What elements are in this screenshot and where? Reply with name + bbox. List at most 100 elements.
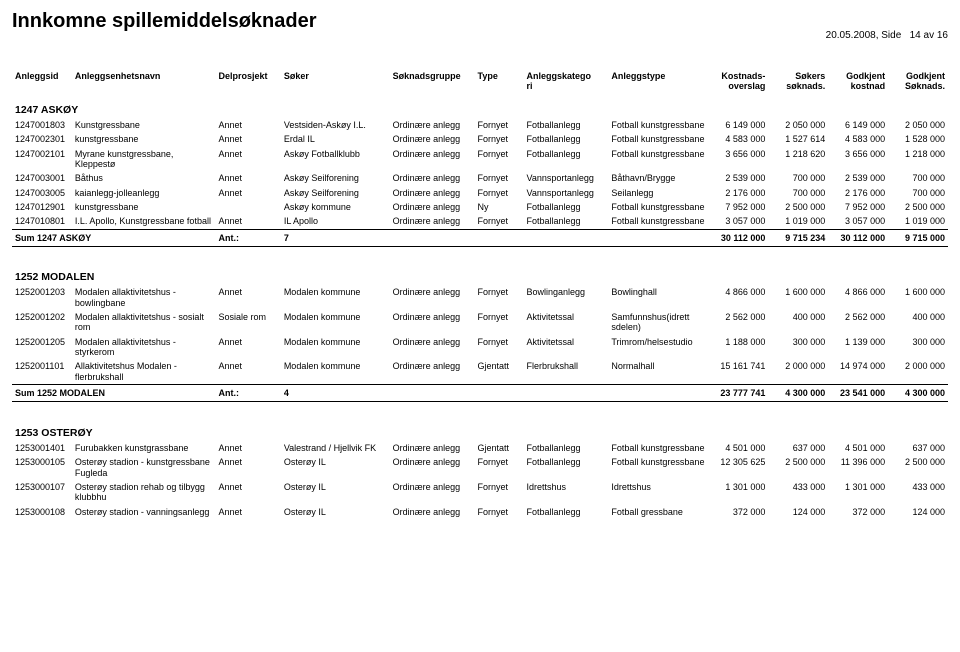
col-anleggstype: Anleggstype xyxy=(608,70,708,98)
sum-ant-label: Ant.: xyxy=(216,229,281,246)
cell-enhetsnavn: Modalen allaktivitetshus - styrkerom xyxy=(72,335,216,360)
cell-enhetsnavn: Furubakken kunstgrassbane xyxy=(72,441,216,455)
cell-kostnads: 6 149 000 xyxy=(709,118,769,132)
col-soknadsgruppe: Søknadsgruppe xyxy=(390,70,475,98)
cell-anleggstype: Båthavn/Brygge xyxy=(608,171,708,185)
cell-kostnads: 4 866 000 xyxy=(709,285,769,310)
cell-godkjent-kost: 4 866 000 xyxy=(828,285,888,310)
cell-gruppe: Ordinære anlegg xyxy=(390,441,475,455)
cell-godkjent-sok: 700 000 xyxy=(888,171,948,185)
cell-anleggstype: Fotball kunstgressbane xyxy=(608,214,708,229)
cell-kostnads: 2 539 000 xyxy=(709,171,769,185)
cell-sokers: 1 600 000 xyxy=(768,285,828,310)
col-godkjent-kost: Godkjent kostnad xyxy=(828,70,888,98)
cell-delprosjekt: Annet xyxy=(216,285,281,310)
cell-type: Ny xyxy=(475,200,524,214)
cell-delprosjekt: Sosiale rom xyxy=(216,310,281,335)
cell-kostnads: 4 501 000 xyxy=(709,441,769,455)
table-row: 1253000107Osterøy stadion rehab og tilby… xyxy=(12,480,948,505)
cell-sokers: 700 000 xyxy=(768,186,828,200)
table-row: 1253000108Osterøy stadion - vanningsanle… xyxy=(12,505,948,519)
table-row: 1247002101Myrane kunstgressbane, Kleppes… xyxy=(12,147,948,172)
cell-anleggstype: Fotball kunstgressbane xyxy=(608,441,708,455)
cell-godkjent-sok: 124 000 xyxy=(888,505,948,519)
cell-godkjent-kost: 2 562 000 xyxy=(828,310,888,335)
sum-empty xyxy=(524,229,609,246)
cell-kategori: Fotballanlegg xyxy=(524,200,609,214)
sum-ant: 4 xyxy=(281,385,390,402)
cell-gruppe: Ordinære anlegg xyxy=(390,480,475,505)
cell-enhetsnavn: kaianlegg-jolleanlegg xyxy=(72,186,216,200)
cell-gruppe: Ordinære anlegg xyxy=(390,214,475,229)
cell-soker: Vestsiden-Askøy I.L. xyxy=(281,118,390,132)
sum-row: Sum 1252 MODALENAnt.:423 777 7414 300 00… xyxy=(12,385,948,402)
cell-anleggstype: Seilanlegg xyxy=(608,186,708,200)
cell-kategori: Vannsportanlegg xyxy=(524,186,609,200)
sum-empty xyxy=(524,385,609,402)
cell-enhetsnavn: Osterøy stadion rehab og tilbygg klubbhu xyxy=(72,480,216,505)
cell-id: 1253001401 xyxy=(12,441,72,455)
cell-godkjent-kost: 372 000 xyxy=(828,505,888,519)
cell-godkjent-sok: 433 000 xyxy=(888,480,948,505)
sum-godkjent-kost: 30 112 000 xyxy=(828,229,888,246)
cell-delprosjekt: Annet xyxy=(216,186,281,200)
cell-godkjent-kost: 4 583 000 xyxy=(828,132,888,146)
cell-sokers: 1 218 620 xyxy=(768,147,828,172)
sum-label: Sum 1247 ASKØY xyxy=(12,229,216,246)
spacer-row xyxy=(12,246,948,265)
cell-anleggstype: Normalhall xyxy=(608,359,708,384)
cell-godkjent-sok: 2 000 000 xyxy=(888,359,948,384)
cell-kategori: Flerbrukshall xyxy=(524,359,609,384)
sum-label: Sum 1252 MODALEN xyxy=(12,385,216,402)
cell-godkjent-kost: 6 149 000 xyxy=(828,118,888,132)
sum-ant: 7 xyxy=(281,229,390,246)
cell-type: Fornyet xyxy=(475,505,524,519)
table-row: 1247002301kunstgressbaneAnnetErdal ILOrd… xyxy=(12,132,948,146)
cell-godkjent-kost: 1 139 000 xyxy=(828,335,888,360)
cell-kostnads: 2 176 000 xyxy=(709,186,769,200)
cell-kostnads: 4 583 000 xyxy=(709,132,769,146)
cell-soker: Askøy Seilforening xyxy=(281,186,390,200)
table-row: 1252001101Allaktivitetshus Modalen - fle… xyxy=(12,359,948,384)
cell-godkjent-kost: 4 501 000 xyxy=(828,441,888,455)
cell-soker: Modalen kommune xyxy=(281,310,390,335)
page-header: Innkomne spillemiddelsøknader 20.05.2008… xyxy=(12,10,948,52)
cell-godkjent-kost: 1 301 000 xyxy=(828,480,888,505)
cell-id: 1253000107 xyxy=(12,480,72,505)
cell-enhetsnavn: kunstgressbane xyxy=(72,200,216,214)
cell-kostnads: 12 305 625 xyxy=(709,455,769,480)
cell-soker: Askøy Fotballklubb xyxy=(281,147,390,172)
cell-kategori: Fotballanlegg xyxy=(524,214,609,229)
group-title: 1253 OSTERØY xyxy=(12,421,948,441)
cell-delprosjekt: Annet xyxy=(216,132,281,146)
cell-type: Fornyet xyxy=(475,335,524,360)
cell-kategori: Idrettshus xyxy=(524,480,609,505)
cell-delprosjekt: Annet xyxy=(216,335,281,360)
cell-soker: Modalen kommune xyxy=(281,285,390,310)
cell-delprosjekt xyxy=(216,200,281,214)
cell-enhetsnavn: Allaktivitetshus Modalen - flerbrukshall xyxy=(72,359,216,384)
cell-godkjent-sok: 2 050 000 xyxy=(888,118,948,132)
table-row: 1247003001BåthusAnnetAskøy SeilforeningO… xyxy=(12,171,948,185)
cell-godkjent-sok: 300 000 xyxy=(888,335,948,360)
cell-kostnads: 2 562 000 xyxy=(709,310,769,335)
cell-godkjent-sok: 1 528 000 xyxy=(888,132,948,146)
col-anleggsid: Anleggsid xyxy=(12,70,72,98)
cell-id: 1253000105 xyxy=(12,455,72,480)
cell-gruppe: Ordinære anlegg xyxy=(390,359,475,384)
cell-sokers: 2 000 000 xyxy=(768,359,828,384)
cell-sokers: 2 500 000 xyxy=(768,455,828,480)
sum-empty xyxy=(608,385,708,402)
cell-delprosjekt: Annet xyxy=(216,480,281,505)
cell-kategori: Fotballanlegg xyxy=(524,132,609,146)
cell-kostnads: 3 656 000 xyxy=(709,147,769,172)
table-row: 1252001202Modalen allaktivitetshus - sos… xyxy=(12,310,948,335)
cell-sokers: 400 000 xyxy=(768,310,828,335)
cell-soker: Askøy kommune xyxy=(281,200,390,214)
cell-enhetsnavn: Båthus xyxy=(72,171,216,185)
cell-kategori: Fotballanlegg xyxy=(524,441,609,455)
cell-type: Fornyet xyxy=(475,285,524,310)
cell-id: 1253000108 xyxy=(12,505,72,519)
cell-type: Fornyet xyxy=(475,480,524,505)
cell-enhetsnavn: Myrane kunstgressbane, Kleppestø xyxy=(72,147,216,172)
